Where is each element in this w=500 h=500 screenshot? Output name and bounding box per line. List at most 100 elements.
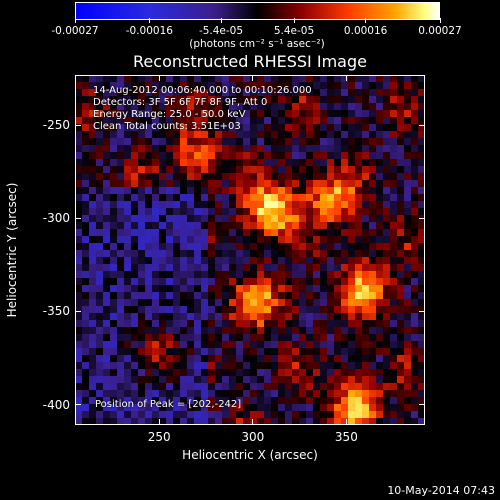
heatmap-cell bbox=[82, 131, 90, 139]
heatmap-cell bbox=[271, 138, 279, 146]
heatmap-svg bbox=[75, 75, 425, 425]
heatmap-cell bbox=[376, 208, 384, 216]
heatmap-cell bbox=[138, 313, 146, 321]
heatmap-cell bbox=[124, 285, 132, 293]
heatmap-cell bbox=[250, 201, 258, 209]
heatmap-cell bbox=[194, 145, 202, 153]
heatmap-cell bbox=[180, 313, 188, 321]
heatmap-cell bbox=[96, 208, 104, 216]
heatmap-cell bbox=[313, 355, 321, 363]
heatmap-cell bbox=[271, 278, 279, 286]
heatmap-cell bbox=[334, 383, 342, 391]
heatmap-cell bbox=[138, 138, 146, 146]
heatmap-cell bbox=[138, 334, 146, 342]
heatmap-cell bbox=[201, 222, 209, 230]
heatmap-cell bbox=[355, 264, 363, 272]
heatmap-cell bbox=[89, 334, 97, 342]
heatmap-cell bbox=[243, 383, 251, 391]
heatmap-cell bbox=[208, 355, 216, 363]
heatmap-cell bbox=[292, 208, 300, 216]
heatmap-cell bbox=[96, 152, 104, 160]
heatmap-cell bbox=[89, 124, 97, 132]
heatmap-cell bbox=[82, 411, 90, 419]
heatmap-cell bbox=[96, 138, 104, 146]
heatmap-cell bbox=[243, 124, 251, 132]
heatmap-cell bbox=[131, 327, 139, 335]
heatmap-cell bbox=[103, 229, 111, 237]
heatmap-cell bbox=[285, 117, 293, 125]
heatmap-cell bbox=[208, 138, 216, 146]
heatmap-cell bbox=[320, 334, 328, 342]
heatmap-cell bbox=[383, 250, 391, 258]
heatmap-cell bbox=[89, 229, 97, 237]
heatmap-cell bbox=[376, 418, 384, 425]
heatmap-cell bbox=[229, 187, 237, 195]
heatmap-cell bbox=[145, 201, 153, 209]
heatmap-cell bbox=[166, 257, 174, 265]
heatmap-cell bbox=[243, 285, 251, 293]
heatmap-cell bbox=[404, 334, 412, 342]
heatmap-cell bbox=[236, 278, 244, 286]
heatmap-cell bbox=[117, 264, 125, 272]
heatmap-cell bbox=[362, 96, 370, 104]
heatmap-cell bbox=[341, 208, 349, 216]
heatmap-cell bbox=[145, 390, 153, 398]
heatmap-cell bbox=[257, 201, 265, 209]
heatmap-cell bbox=[229, 292, 237, 300]
heatmap-cell bbox=[166, 138, 174, 146]
heatmap-cell bbox=[159, 362, 167, 370]
heatmap-cell bbox=[404, 264, 412, 272]
heatmap-cell bbox=[390, 355, 398, 363]
heatmap-cell bbox=[243, 341, 251, 349]
heatmap-cell bbox=[222, 124, 230, 132]
heatmap-cell bbox=[208, 404, 216, 412]
heatmap-cell bbox=[103, 320, 111, 328]
heatmap-cell bbox=[348, 383, 356, 391]
heatmap-cell bbox=[236, 117, 244, 125]
heatmap-cell bbox=[208, 362, 216, 370]
heatmap-cell bbox=[215, 187, 223, 195]
heatmap-cell bbox=[243, 229, 251, 237]
heatmap-cell bbox=[131, 152, 139, 160]
heatmap-cell bbox=[201, 341, 209, 349]
heatmap-cell bbox=[404, 285, 412, 293]
heatmap-cell bbox=[369, 243, 377, 251]
heatmap-cell bbox=[404, 404, 412, 412]
heatmap-cell bbox=[194, 411, 202, 419]
heatmap-cell bbox=[215, 376, 223, 384]
heatmap-cell bbox=[243, 278, 251, 286]
heatmap-cell bbox=[348, 138, 356, 146]
heatmap-cell bbox=[383, 187, 391, 195]
heatmap-cell bbox=[383, 117, 391, 125]
heatmap-cell bbox=[257, 180, 265, 188]
heatmap-cell bbox=[369, 222, 377, 230]
info-line-counts: Clean Total counts: 3.51E+03 bbox=[93, 121, 241, 132]
heatmap-cell bbox=[159, 236, 167, 244]
heatmap-cell bbox=[250, 187, 258, 195]
heatmap-cell bbox=[180, 334, 188, 342]
heatmap-cell bbox=[313, 383, 321, 391]
heatmap-cell bbox=[285, 138, 293, 146]
heatmap-cell bbox=[222, 159, 230, 167]
heatmap-cell bbox=[334, 103, 342, 111]
heatmap-cell bbox=[397, 124, 405, 132]
heatmap-cell bbox=[124, 383, 132, 391]
heatmap-cell bbox=[327, 257, 335, 265]
heatmap-cell bbox=[369, 236, 377, 244]
heatmap-cell bbox=[390, 110, 398, 118]
heatmap-cell bbox=[348, 110, 356, 118]
heatmap-cell bbox=[369, 327, 377, 335]
heatmap-cell bbox=[299, 341, 307, 349]
heatmap-cell bbox=[306, 96, 314, 104]
heatmap-cell bbox=[320, 271, 328, 279]
heatmap-cell bbox=[334, 145, 342, 153]
heatmap-cell bbox=[418, 327, 425, 335]
heatmap-cell bbox=[376, 271, 384, 279]
heatmap-cell bbox=[103, 96, 111, 104]
heatmap-cell bbox=[404, 362, 412, 370]
heatmap-cell bbox=[257, 117, 265, 125]
heatmap-cell bbox=[236, 75, 244, 83]
heatmap-cell bbox=[355, 180, 363, 188]
heatmap-cell bbox=[348, 355, 356, 363]
heatmap-cell bbox=[376, 236, 384, 244]
